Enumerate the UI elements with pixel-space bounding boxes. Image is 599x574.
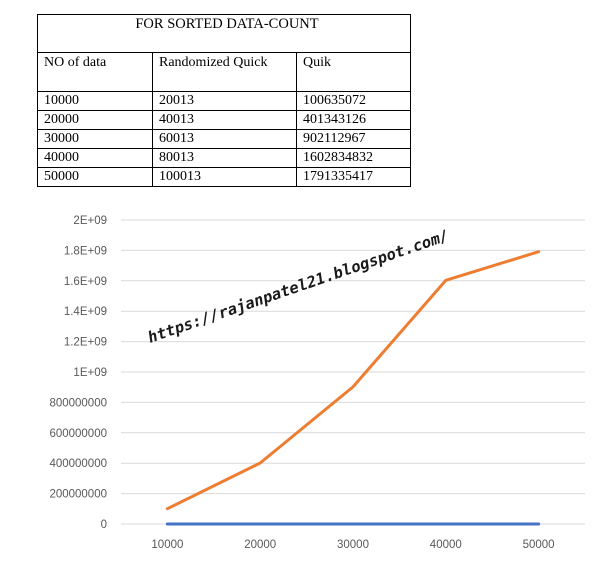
series-line-2: [165, 250, 541, 511]
y-tick-label: 1E+09: [73, 367, 107, 379]
y-tick-label: 0: [101, 519, 107, 531]
cell-n: 50000: [37, 167, 153, 187]
cell-randomized: 100013: [152, 167, 297, 187]
series-lines: [165, 250, 541, 526]
table-row: 40000 80013 1602834832: [37, 148, 411, 168]
x-tick-label: 30000: [337, 539, 369, 551]
table-title: FOR SORTED DATA-COUNT: [37, 14, 411, 53]
y-tick-label: 200000000: [49, 489, 107, 501]
x-tick-label: 20000: [244, 539, 276, 551]
y-axis-tick-labels: 0 200000000 400000000 600000000 800000000 1E+…: [49, 215, 107, 531]
table-row: 30000 60013 902112967: [37, 129, 411, 149]
cell-randomized: 60013: [152, 129, 297, 149]
y-tick-label: 600000000: [49, 428, 107, 440]
header-quik: Quik: [296, 52, 411, 92]
y-tick-label: 2E+09: [73, 215, 107, 227]
cell-quik: 100635072: [296, 91, 411, 111]
y-tick-label: 400000000: [49, 458, 107, 470]
x-tick-label: 50000: [523, 539, 555, 551]
cell-quik: 902112967: [296, 129, 411, 149]
x-tick-label: 10000: [151, 539, 183, 551]
y-tick-label: 1.8E+09: [64, 245, 107, 257]
header-no-of-data: NO of data: [37, 52, 153, 92]
x-axis-tick-labels: 10000 20000 30000 40000 50000: [151, 539, 554, 551]
table-row: 50000 100013 1791335417: [37, 167, 411, 187]
cell-quik: 1602834832: [296, 148, 411, 168]
y-tick-label: 1.2E+09: [64, 337, 107, 349]
y-tick-label: 1.6E+09: [64, 276, 107, 288]
y-tick-label: 1.4E+09: [64, 306, 107, 318]
y-tick-label: 800000000: [49, 397, 107, 409]
cell-n: 30000: [37, 129, 153, 149]
data-table: FOR SORTED DATA-COUNT NO of data Randomi…: [37, 14, 411, 187]
table-row: 10000 20013 100635072: [37, 91, 411, 111]
cell-quik: 1791335417: [296, 167, 411, 187]
x-tick-label: 40000: [430, 539, 462, 551]
